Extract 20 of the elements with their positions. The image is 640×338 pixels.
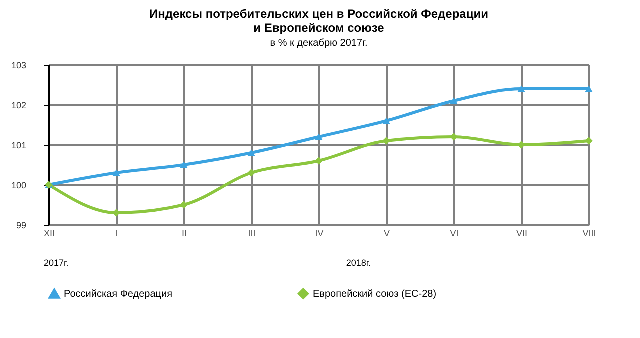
chart-subtitle: в % к декабрю 2017г.: [270, 38, 368, 49]
chart-title: Индексы потребительских цен в Российской Федерации и Европейском союзе: [150, 7, 488, 35]
x-tick-label: XII: [44, 228, 56, 238]
y-tick-label: 101: [11, 140, 26, 150]
legend-label: Российская Федерация: [64, 289, 173, 300]
y-tick-label: 102: [11, 100, 26, 110]
x-tick-label: III: [248, 228, 256, 238]
y-tick-label: 99: [16, 220, 26, 230]
y-tick-label: 100: [11, 180, 26, 190]
text: 2017г.: [44, 258, 69, 268]
x-tick-label: I: [116, 228, 118, 238]
y-tick-label: 103: [11, 60, 26, 70]
legend-label: Европейский союз (ЕС-28): [313, 288, 437, 300]
x-tick-label: V: [384, 228, 390, 238]
x-tick-label: VI: [450, 228, 459, 238]
x-tick-label: VII: [516, 228, 528, 238]
x-tick-label: IV: [315, 228, 324, 238]
text: 2018г.: [346, 258, 372, 268]
x-tick-label: VIII: [582, 228, 596, 238]
x-tick-label: II: [182, 228, 188, 238]
